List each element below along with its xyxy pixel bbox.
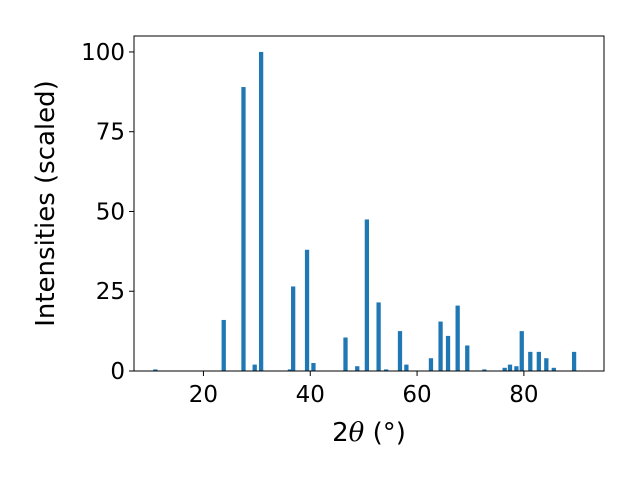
plot-frame (133, 35, 605, 372)
bar (455, 305, 460, 371)
y-tick-label: 50 (96, 199, 125, 225)
bar (528, 351, 533, 371)
bar (397, 331, 403, 371)
bar (519, 331, 524, 371)
bar (252, 364, 257, 371)
bar (465, 345, 470, 371)
bar (153, 369, 158, 371)
bar (383, 369, 389, 371)
bar (241, 87, 246, 372)
bar (544, 358, 549, 371)
bar (551, 367, 556, 371)
y-tick-label: 75 (96, 120, 125, 146)
bar (507, 364, 513, 371)
x-tick-label: 40 (296, 382, 325, 408)
bar (287, 369, 293, 371)
y-tick-label: 100 (81, 40, 125, 66)
x-tick-label: 60 (402, 382, 431, 408)
bar (404, 364, 409, 371)
y-tick-label: 25 (96, 279, 125, 305)
bars-group (153, 51, 577, 372)
x-axis-ticks: 20 40 60 80 (189, 371, 539, 408)
x-axis-label: 2θ (°) (332, 418, 406, 448)
bar (221, 319, 226, 371)
bar (311, 363, 316, 371)
bar (438, 321, 443, 371)
bar (376, 302, 381, 371)
y-axis-ticks: 0 25 50 75 100 (81, 40, 134, 385)
bar (428, 358, 434, 371)
bar (364, 219, 369, 371)
bar (514, 366, 519, 371)
y-axis-label: Intensities (scaled) (31, 80, 61, 327)
x-tick-label: 20 (189, 382, 218, 408)
bar (258, 51, 264, 371)
bar (343, 337, 348, 371)
x-tick-label: 80 (509, 382, 538, 408)
bar (445, 335, 451, 371)
bar (536, 351, 541, 371)
y-tick-label: 0 (110, 359, 125, 385)
bar (355, 366, 360, 371)
bar (571, 351, 577, 371)
bar (304, 249, 310, 371)
bar (291, 286, 296, 371)
bar (482, 369, 487, 371)
bar (502, 367, 507, 371)
